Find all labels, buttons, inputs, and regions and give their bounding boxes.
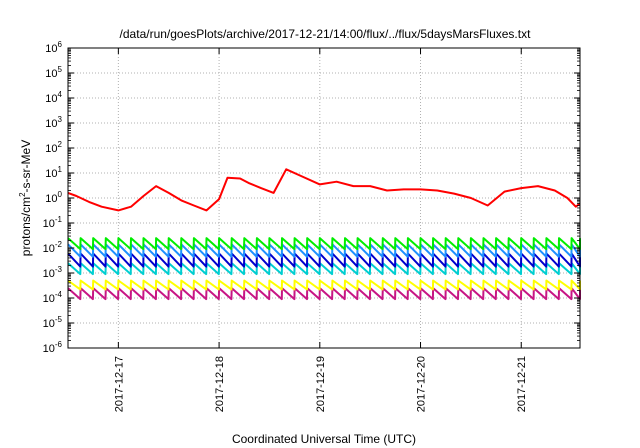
y-axis-label-part2: -s-sr-MeV: [19, 140, 33, 193]
y-tick-exponent: 0: [58, 190, 63, 199]
y-tick-exponent: -2: [55, 240, 63, 249]
y-tick-base: 10: [43, 318, 55, 330]
x-tick-label: 2017-12-18: [214, 356, 226, 412]
y-tick-exponent: 3: [58, 115, 63, 124]
y-tick-label: 104: [45, 90, 62, 105]
y-tick-base: 10: [45, 43, 57, 55]
series-layer: [67, 168, 581, 301]
y-tick-exponent: 6: [58, 40, 63, 49]
chart-title: /data/run/goesPlots/archive/2017-12-21/1…: [120, 27, 532, 41]
y-tick-label: 100: [45, 190, 62, 205]
y-tick-base: 10: [43, 243, 55, 255]
y-tick-base: 10: [43, 218, 55, 230]
x-tick-label: 2017-12-19: [315, 356, 327, 412]
y-tick-label: 102: [45, 140, 62, 155]
y-tick-exponent: -3: [55, 265, 63, 274]
y-tick-label: 106: [45, 40, 62, 55]
y-tick-base: 10: [45, 193, 57, 205]
y-axis-label-superscript: 2: [18, 192, 27, 197]
y-tick-base: 10: [45, 93, 57, 105]
y-tick-label: 10-5: [43, 315, 63, 330]
series-line: [67, 252, 581, 268]
y-tick-base: 10: [45, 143, 57, 155]
y-tick-exponent: -6: [55, 340, 63, 349]
y-tick-label: 10-1: [43, 215, 63, 230]
series-line: [67, 168, 581, 212]
y-tick-label: 10-3: [43, 265, 63, 280]
y-tick-labels: 10-610-510-410-310-210-11001011021031041…: [43, 40, 63, 355]
y-tick-label: 10-2: [43, 240, 63, 255]
axis-ticks: [68, 47, 580, 349]
y-tick-exponent: -5: [55, 315, 63, 324]
y-tick-base: 10: [43, 343, 55, 355]
series-line: [67, 237, 581, 251]
y-tick-base: 10: [45, 118, 57, 130]
y-axis-label: protons/cm2-s-sr-MeV: [18, 140, 33, 256]
x-tick-labels: 2017-12-17 2017-12-18 2017-12-19 2017-12-20…: [113, 356, 528, 412]
series-line: [67, 287, 581, 301]
y-tick-exponent: 4: [58, 90, 63, 99]
y-tick-base: 10: [43, 268, 55, 280]
y-tick-label: 10-6: [43, 340, 63, 355]
x-tick-label: 2017-12-17: [113, 356, 125, 412]
y-tick-exponent: -4: [55, 290, 63, 299]
y-tick-base: 10: [43, 293, 55, 305]
series-line: [67, 279, 581, 291]
y-tick-exponent: 2: [58, 140, 63, 149]
y-tick-label: 103: [45, 115, 62, 130]
x-tick-label: 2017-12-20: [416, 356, 428, 412]
y-tick-base: 10: [45, 168, 57, 180]
y-tick-label: 101: [45, 165, 62, 180]
x-axis-label: Coordinated Universal Time (UTC): [232, 432, 416, 446]
x-tick-label: 2017-12-21: [516, 356, 528, 412]
y-tick-exponent: -1: [55, 215, 63, 224]
y-tick-exponent: 1: [58, 165, 63, 174]
y-tick-exponent: 5: [58, 65, 63, 74]
y-tick-label: 10-4: [43, 290, 63, 305]
y-axis-label-part1: protons/cm: [19, 197, 33, 256]
y-tick-base: 10: [45, 68, 57, 80]
y-tick-label: 105: [45, 65, 62, 80]
